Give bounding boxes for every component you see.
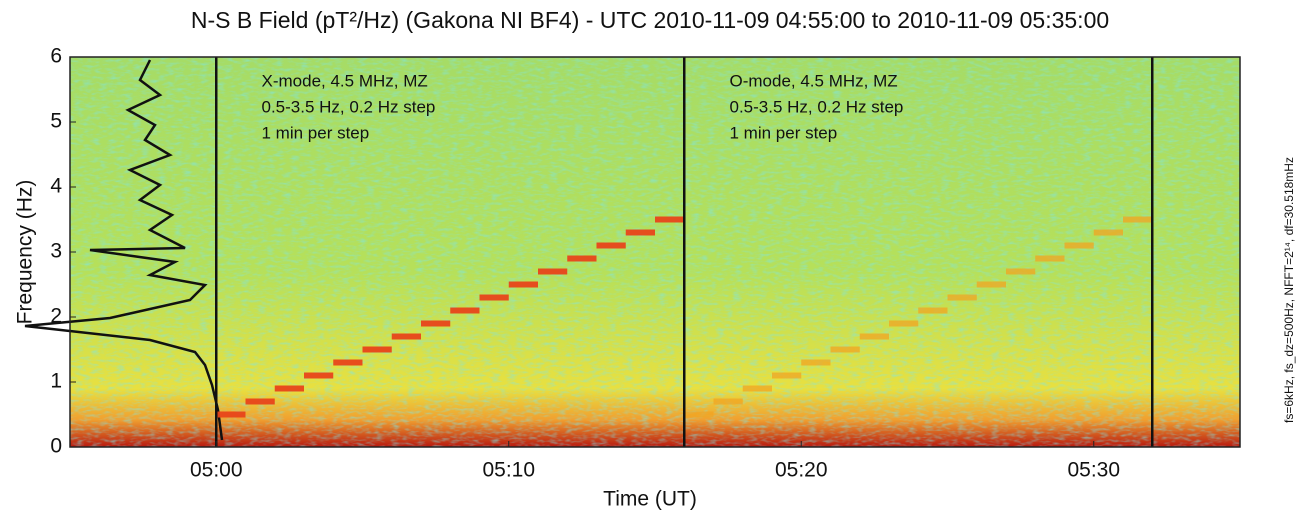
frequency-step <box>450 307 480 314</box>
side-note: fs=6kHz, fs_dz=500Hz, NFFT=2¹⁴, df=30.51… <box>1282 157 1296 423</box>
annotation: 1 min per step <box>262 123 370 142</box>
x-tick-label: 05:20 <box>775 459 828 482</box>
y-tick-label: 6 <box>50 45 62 68</box>
spectrogram-texture <box>70 57 1240 447</box>
frequency-step <box>333 359 363 366</box>
frequency-step <box>713 398 743 405</box>
frequency-step <box>976 281 1006 288</box>
annotation: O-mode, 4.5 MHz, MZ <box>730 71 898 90</box>
frequency-step <box>508 281 538 288</box>
annotation: 0.5-3.5 Hz, 0.2 Hz step <box>730 97 904 116</box>
annotation: 0.5-3.5 Hz, 0.2 Hz step <box>262 97 436 116</box>
frequency-step <box>830 346 860 353</box>
annotation: X-mode, 4.5 MHz, MZ <box>262 71 428 90</box>
frequency-step <box>391 333 421 340</box>
frequency-step <box>274 385 304 392</box>
frequency-step <box>596 242 626 249</box>
frequency-step <box>801 359 831 366</box>
frequency-step <box>538 268 568 275</box>
x-tick-label: 05:00 <box>190 459 243 482</box>
x-axis-label: Time (UT) <box>603 488 697 511</box>
y-axis-label: Frequency (Hz) <box>14 180 37 325</box>
frequency-step <box>772 372 802 379</box>
x-tick-label: 05:10 <box>482 459 535 482</box>
frequency-step <box>947 294 977 301</box>
frequency-step <box>918 307 948 314</box>
frequency-step <box>889 320 919 327</box>
frequency-step <box>362 346 392 353</box>
frequency-step <box>216 411 246 418</box>
frequency-step <box>567 255 597 262</box>
frequency-step <box>742 385 772 392</box>
frequency-step <box>625 229 655 236</box>
frequency-step <box>1006 268 1036 275</box>
y-tick-label: 5 <box>50 110 62 133</box>
frequency-step <box>1093 229 1123 236</box>
frequency-step <box>479 294 509 301</box>
annotation: 1 min per step <box>730 123 838 142</box>
y-tick-label: 1 <box>50 370 62 393</box>
y-tick-label: 4 <box>50 175 62 198</box>
profile-curve <box>24 59 224 441</box>
x-tick-label: 05:30 <box>1067 459 1120 482</box>
chart-title: N-S B Field (pT²/Hz) (Gakona NI BF4) - U… <box>191 7 1109 33</box>
frequency-step <box>421 320 451 327</box>
y-tick-label: 0 <box>50 435 62 458</box>
frequency-step <box>1123 216 1153 223</box>
y-tick-label: 2 <box>50 305 62 328</box>
y-tick-label: 3 <box>50 240 62 263</box>
frequency-step <box>684 411 714 418</box>
frequency-step <box>1035 255 1065 262</box>
frequency-step <box>859 333 889 340</box>
frequency-step <box>245 398 275 405</box>
frequency-step <box>304 372 334 379</box>
frequency-step <box>1064 242 1094 249</box>
frequency-step <box>655 216 685 223</box>
plot-area <box>24 57 1240 447</box>
